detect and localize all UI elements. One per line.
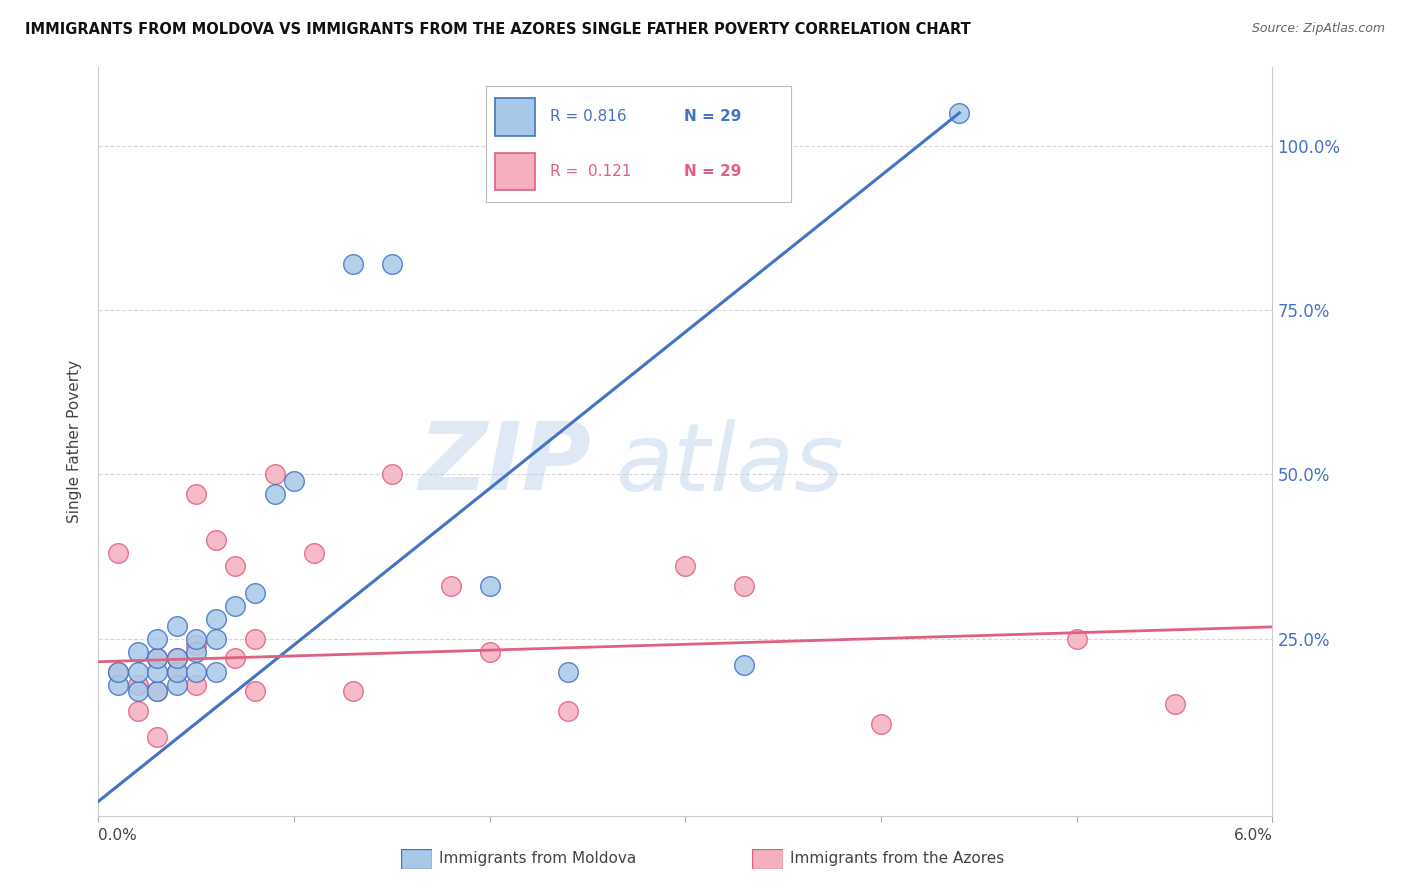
Point — [342, 257, 364, 271]
Point — [166, 665, 188, 679]
Point — [127, 645, 149, 659]
Point — [166, 678, 188, 692]
Point — [127, 684, 149, 698]
Point — [205, 612, 228, 626]
Point — [127, 704, 149, 718]
Point — [146, 651, 169, 665]
Point — [557, 704, 579, 718]
Point — [107, 665, 129, 679]
Point — [186, 645, 208, 659]
Point — [224, 599, 246, 613]
Point — [263, 487, 285, 501]
Point — [186, 632, 208, 646]
Text: 0.0%: 0.0% — [98, 828, 138, 843]
Point — [557, 665, 579, 679]
Text: ZIP: ZIP — [419, 418, 592, 510]
Point — [127, 678, 149, 692]
Point — [186, 665, 208, 679]
Point — [1163, 698, 1185, 712]
Point — [283, 474, 305, 488]
Point — [186, 638, 208, 652]
Point — [146, 684, 169, 698]
Text: Source: ZipAtlas.com: Source: ZipAtlas.com — [1251, 22, 1385, 36]
Point — [675, 559, 697, 574]
Point — [733, 658, 755, 673]
Point — [146, 665, 169, 679]
Point — [733, 579, 755, 593]
Point — [870, 717, 893, 731]
Point — [146, 632, 169, 646]
Point — [224, 651, 246, 665]
Point — [381, 257, 404, 271]
Point — [166, 651, 188, 665]
Point — [205, 632, 228, 646]
Point — [1066, 632, 1088, 646]
Point — [127, 665, 149, 679]
Text: atlas: atlas — [614, 418, 844, 509]
Point — [146, 684, 169, 698]
Point — [146, 731, 169, 745]
Point — [146, 651, 169, 665]
Point — [224, 559, 246, 574]
Point — [243, 632, 266, 646]
Point — [440, 579, 463, 593]
Point — [107, 665, 129, 679]
Point — [342, 684, 364, 698]
Text: Immigrants from the Azores: Immigrants from the Azores — [790, 852, 1004, 866]
Y-axis label: Single Father Poverty: Single Father Poverty — [67, 360, 83, 523]
Point — [478, 579, 501, 593]
Point — [186, 678, 208, 692]
Point — [205, 533, 228, 548]
Point — [243, 585, 266, 599]
Point — [107, 678, 129, 692]
Point — [948, 106, 970, 120]
Point — [186, 487, 208, 501]
Point — [166, 651, 188, 665]
Point — [107, 546, 129, 560]
Point — [166, 618, 188, 632]
Point — [478, 645, 501, 659]
Point — [381, 467, 404, 482]
Point — [263, 467, 285, 482]
Text: Immigrants from Moldova: Immigrants from Moldova — [439, 852, 636, 866]
Point — [243, 684, 266, 698]
Point — [302, 546, 325, 560]
Text: 6.0%: 6.0% — [1233, 828, 1272, 843]
Text: IMMIGRANTS FROM MOLDOVA VS IMMIGRANTS FROM THE AZORES SINGLE FATHER POVERTY CORR: IMMIGRANTS FROM MOLDOVA VS IMMIGRANTS FR… — [25, 22, 972, 37]
Point — [205, 665, 228, 679]
Point — [166, 665, 188, 679]
